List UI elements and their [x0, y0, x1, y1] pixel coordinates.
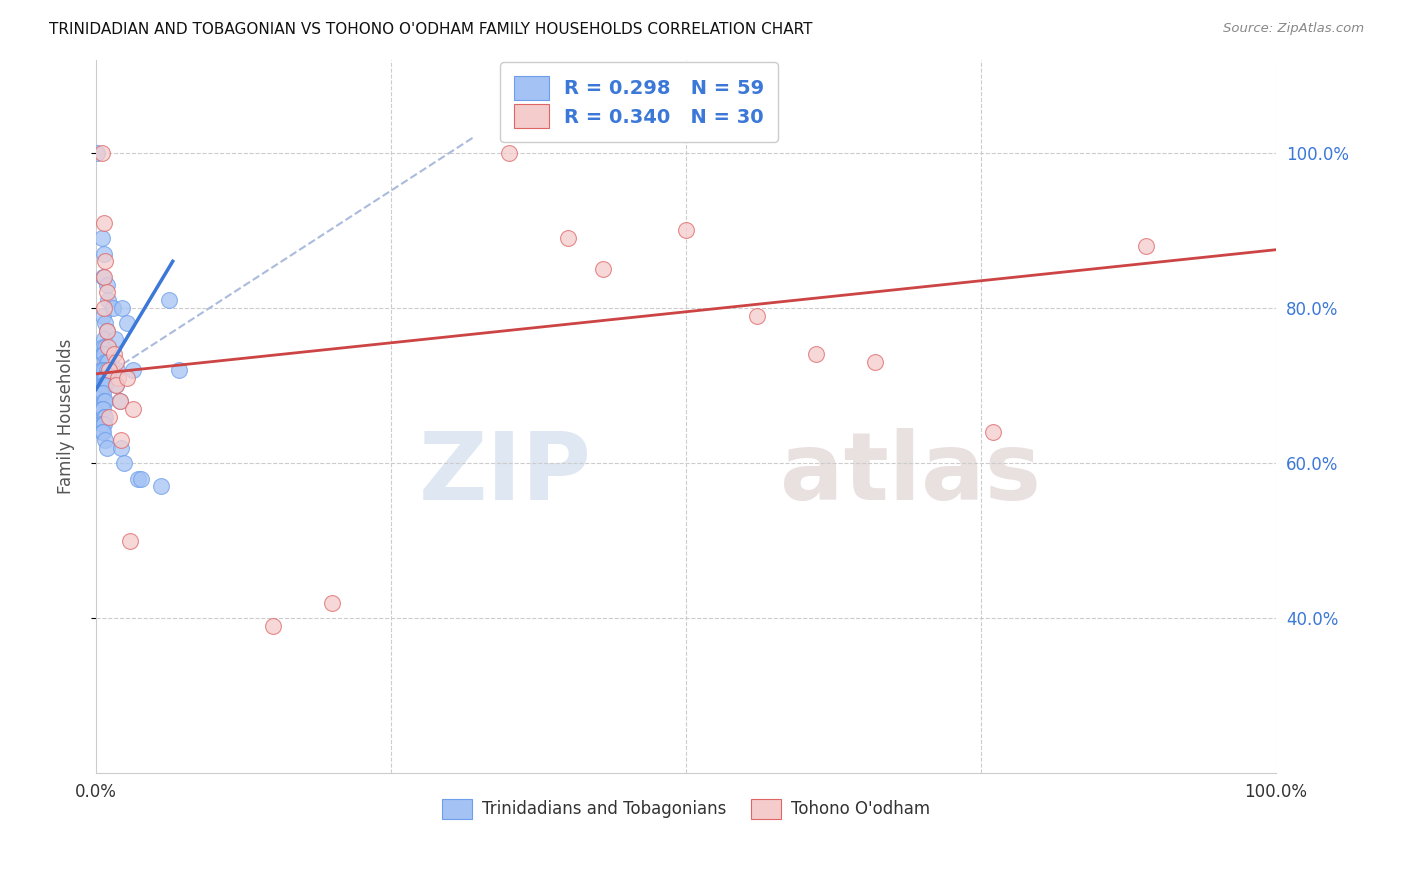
Point [167, 363, 190, 377]
Point [90, 231, 112, 245]
Point [129, 472, 152, 486]
Point [96, 355, 118, 369]
Point [101, 301, 124, 315]
Point [90, 363, 112, 377]
Point [105, 363, 128, 377]
Point [103, 347, 125, 361]
Point [91, 269, 114, 284]
Point [90, 401, 112, 416]
Point [120, 533, 142, 548]
Point [97, 355, 120, 369]
Point [93, 332, 115, 346]
Point [96, 324, 118, 338]
Legend: Trinidadians and Tobagonians, Tohono O'odham: Trinidadians and Tobagonians, Tohono O'o… [434, 792, 936, 826]
Point [104, 332, 127, 346]
Point [90, 417, 112, 432]
Point [97, 340, 120, 354]
Text: atlas: atlas [780, 427, 1042, 520]
Point [112, 456, 135, 470]
Text: TRINIDADIAN AND TOBAGONIAN VS TOHONO O'ODHAM FAMILY HOUSEHOLDS CORRELATION CHART: TRINIDADIAN AND TOBAGONIAN VS TOHONO O'O… [49, 22, 813, 37]
Point [98, 363, 121, 377]
Point [105, 355, 128, 369]
Point [321, 596, 343, 610]
Point [96, 363, 118, 377]
Point [91, 386, 114, 401]
Point [93, 370, 115, 384]
Point [94, 355, 117, 369]
Point [1135, 239, 1157, 253]
Point [90, 425, 112, 439]
Point [91, 347, 114, 361]
Point [121, 363, 143, 377]
Point [97, 340, 120, 354]
Point [93, 347, 115, 361]
Point [121, 401, 143, 416]
Point [91, 401, 114, 416]
Point [94, 378, 117, 392]
Point [115, 370, 138, 384]
Point [93, 417, 115, 432]
Point [108, 394, 131, 409]
Point [93, 378, 115, 392]
Point [105, 378, 128, 392]
Point [592, 262, 614, 277]
Point [981, 425, 1004, 439]
Point [94, 317, 117, 331]
Text: Source: ZipAtlas.com: Source: ZipAtlas.com [1223, 22, 1364, 36]
Point [105, 378, 128, 392]
Point [91, 425, 114, 439]
Point [86, 145, 108, 160]
Point [107, 370, 129, 384]
Point [157, 293, 180, 307]
Point [98, 409, 121, 424]
Point [91, 378, 114, 392]
Point [111, 301, 134, 315]
Point [675, 223, 697, 237]
Point [108, 394, 131, 409]
Point [804, 347, 827, 361]
Point [115, 317, 138, 331]
Point [745, 309, 768, 323]
Point [93, 363, 115, 377]
Point [149, 479, 172, 493]
Point [90, 386, 112, 401]
Point [96, 277, 118, 292]
Point [96, 324, 118, 338]
Point [90, 363, 112, 377]
Point [96, 441, 118, 455]
Point [94, 409, 117, 424]
Point [90, 145, 112, 160]
Point [93, 409, 115, 424]
Point [94, 370, 117, 384]
Point [91, 340, 114, 354]
Point [93, 215, 115, 229]
Text: ZIP: ZIP [419, 427, 592, 520]
Point [97, 293, 120, 307]
Point [93, 246, 115, 260]
Point [91, 309, 114, 323]
Point [93, 394, 115, 409]
Point [94, 433, 117, 447]
Point [96, 285, 118, 300]
Point [557, 231, 579, 245]
Point [262, 619, 284, 633]
Point [93, 269, 115, 284]
Point [110, 433, 132, 447]
Point [93, 301, 115, 315]
Point [94, 340, 117, 354]
Point [91, 417, 114, 432]
Point [128, 472, 150, 486]
Point [90, 378, 112, 392]
Point [110, 441, 132, 455]
Point [863, 355, 886, 369]
Point [94, 254, 117, 268]
Point [498, 145, 520, 160]
Point [91, 370, 114, 384]
Point [94, 394, 117, 409]
Y-axis label: Family Households: Family Households [58, 339, 75, 494]
